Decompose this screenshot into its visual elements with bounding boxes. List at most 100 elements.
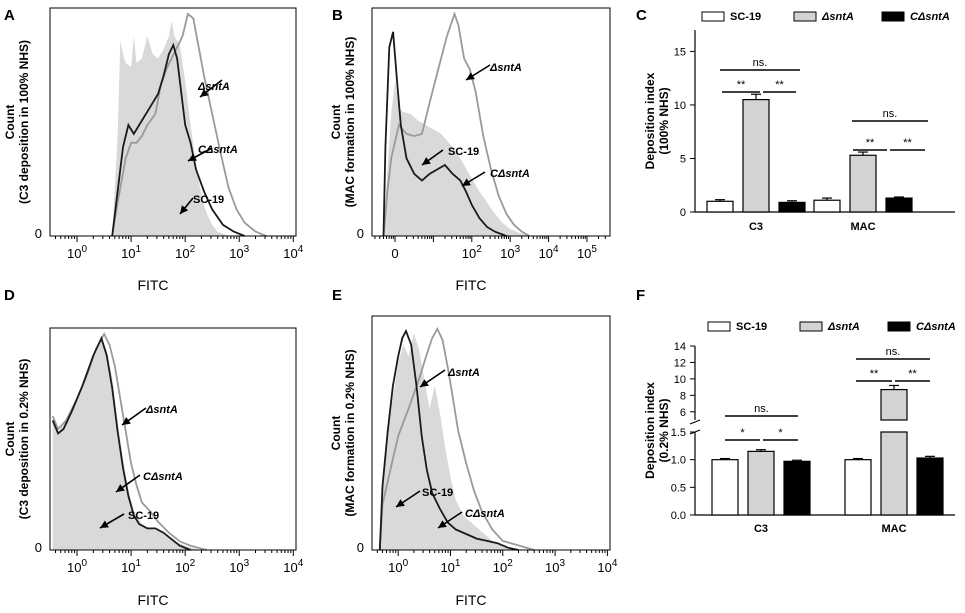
bar [706,200,734,213]
annotation-label: SC-19 [448,146,479,158]
y-tick-label: 8 [680,390,686,402]
x-tick-label: 103 [545,558,565,575]
bar [778,201,806,213]
panel-label-E: E [332,287,342,304]
panel-D: D 0 100 101 102 103 104 FITC Count (C3 deposition… [3,287,304,608]
x-tick-label: 102 [493,558,513,575]
y-axis-label-2: (MAC formation in 100% NHS) [343,37,357,208]
x-tick-label: 100 [67,244,87,261]
legend-swatch [881,11,905,22]
y-axis-label-2: (MAC formation in 0.2% NHS) [343,349,357,516]
y-tick-label: 0 [680,207,686,219]
annotation-label: SC-19 [422,487,453,499]
histogram-fill-0 [52,340,202,550]
y-axis-label-2: (C3 deposition in 100% NHS) [17,40,31,204]
sig-c3-b-label: * [778,427,783,439]
panel-E: E 0 100 101 102 103 104 FITC Count (MAC formation… [329,287,618,608]
legend-label: SC-19 [730,11,761,23]
annotation-arrow [437,511,463,529]
histogram-line-1 [378,326,535,551]
x-tick-label: 104 [539,244,559,261]
x-category-label: C3 [749,221,763,233]
x-axis-label: FITC [455,277,486,293]
legend-label: CΔsntA [910,11,950,23]
sig-c3-b-label: ** [775,79,784,91]
bar [880,431,908,516]
y-tick-label: 10 [674,100,686,112]
bar [844,459,872,516]
sig-c3-ns-label: ns. [753,57,768,69]
annotation-arrow [179,197,194,215]
y-zero-label: 0 [35,226,42,241]
annotation-arrow [395,490,421,508]
annotation-arrow [421,149,444,166]
annotation-arrow [199,79,223,98]
y-axis-label: Deposition index [643,382,657,479]
annotation-arrow [465,64,491,81]
y-axis-label: Count [329,105,343,140]
annotation-label: SC-19 [128,510,159,522]
x-tick-label: 102 [175,244,195,261]
panel-F: F SC-19 ΔsntA CΔsntA 0.0 0.5 1.0 1.5 6 8 10 12 14 Dep… [636,287,956,535]
arrow-head [116,484,125,492]
axis-break-mark [689,419,701,425]
histogram-line-2 [382,31,507,237]
legend-label: SC-19 [736,321,767,333]
sig-mac-a-label: ** [866,137,875,149]
sig-c3-ns-label: ns. [754,403,769,415]
bar [783,460,811,516]
sig-mac-b-label: ** [903,137,912,149]
histogram-fill-0 [379,333,519,550]
y-axis-label: Count [329,416,343,451]
legend-swatch [701,11,725,22]
arrow-head [466,72,475,80]
y-tick-label: 0.5 [671,482,686,494]
x-tick-label: 102 [175,558,195,575]
y-axis-label-2: (100% NHS) [657,87,671,154]
x-tick-label: 104 [283,244,303,261]
legend-label: ΔsntA [827,321,860,333]
histogram-line-1 [111,12,267,237]
histogram-fill-0 [112,20,229,237]
x-axis-label: FITC [137,277,168,293]
annotation-label: CΔsntA [490,168,530,180]
annotation-label: CΔsntA [465,508,505,520]
arrow-head [200,88,209,97]
y-tick-label: 1.0 [671,455,686,467]
annotation-label: CΔsntA [143,471,183,483]
bar [813,199,841,213]
legend-swatch [793,11,817,22]
plot-frame [371,7,611,237]
arrow-head [438,520,447,528]
panel-A: A 0 100 101 102 103 104 FITC Count (C3 deposition… [3,7,304,293]
histogram-line-2 [111,42,245,237]
histogram-fill-0 [383,80,530,236]
x-tick-label: 105 [577,244,597,261]
annotation-arrow [187,147,213,162]
y-tick-label: 6 [680,407,686,419]
bar [849,154,877,213]
annotation-arrow [419,369,446,388]
arrow-head [100,520,109,528]
x-tick-label: 103 [229,558,249,575]
x-axis-label: FITC [137,592,168,608]
panel-label-F: F [636,287,645,304]
y-axis-label: Deposition index [643,72,657,169]
x-tick-label: 102 [462,244,482,261]
x-category-label: MAC [850,221,875,233]
panel-B: B 0 0 102 103 104 105 FITC Count (MAC formation i… [329,7,611,293]
x-tick-label: 104 [597,558,617,575]
histogram-line-2 [378,328,519,551]
y-axis-label: Count [3,422,17,457]
y-zero-label: 0 [357,226,364,241]
legend-swatch [799,321,823,332]
x-tick-label: 101 [121,244,141,261]
sig-mac-a-label: ** [870,368,879,380]
bar [747,450,775,516]
y-zero-label: 0 [35,540,42,555]
sig-c3-a-label: * [740,427,745,439]
annotation-label: SC-19 [193,194,224,206]
panel-label-B: B [332,7,343,24]
y-tick-label: 10 [674,374,686,386]
